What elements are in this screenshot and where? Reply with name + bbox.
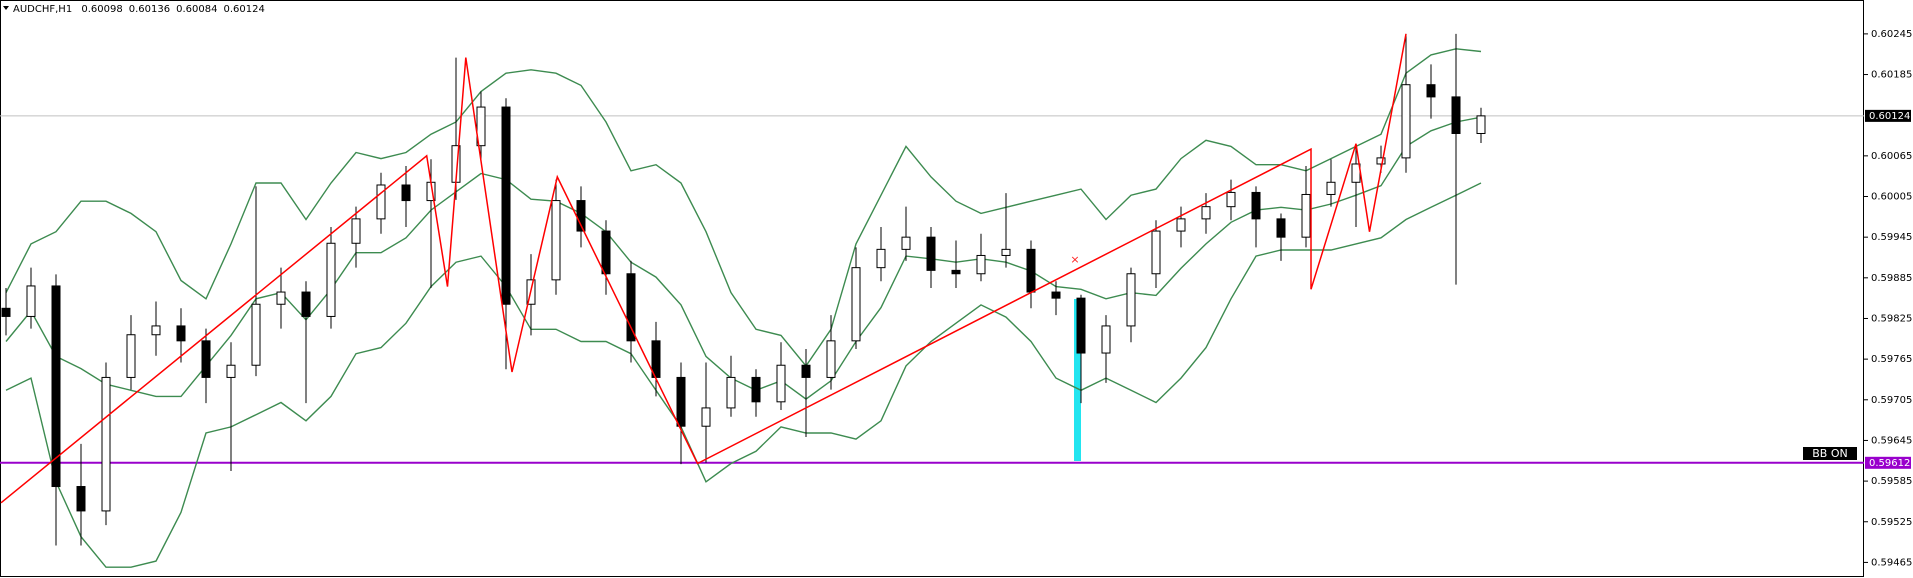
y-tick-label: 0.59585	[1871, 476, 1912, 487]
candle-body	[1476, 115, 1486, 134]
y-tick-label: 0.59705	[1871, 395, 1912, 406]
indicator-box	[1803, 447, 1857, 460]
candle-body	[151, 325, 161, 336]
candle-body	[126, 334, 136, 378]
level-label: 0.59612	[1869, 458, 1910, 469]
candle-body	[301, 291, 311, 317]
candle-body	[351, 218, 361, 244]
candle-body	[976, 254, 986, 275]
level-tag	[1865, 456, 1911, 469]
signal-bar	[1074, 299, 1081, 461]
candle-body	[926, 236, 936, 271]
y-tick-label: 0.59765	[1871, 354, 1912, 365]
candle-body	[251, 303, 261, 366]
candle-body	[1276, 218, 1286, 238]
candle-body	[101, 376, 111, 512]
y-tick-label: 0.60065	[1871, 151, 1912, 162]
candle-body	[201, 340, 211, 378]
candle-body	[276, 291, 286, 305]
collapse-icon	[3, 6, 9, 10]
symbol: AUDCHF,H1	[13, 4, 72, 15]
candle-body	[1201, 206, 1211, 220]
candle-body	[701, 407, 711, 427]
candle-body	[1301, 193, 1311, 238]
y-tick-label: 0.59525	[1871, 517, 1912, 528]
band-lower	[5, 182, 1482, 568]
candle-body	[826, 340, 836, 378]
y-tick-label: 0.59825	[1871, 313, 1912, 324]
candle-body	[1026, 248, 1036, 293]
candle-body	[626, 273, 636, 342]
candle-body	[1226, 191, 1236, 208]
candle-body	[901, 236, 911, 250]
zigzag	[0, 33, 1407, 504]
y-tick-label: 0.59945	[1871, 232, 1912, 243]
candle-body	[76, 486, 86, 512]
candle-body	[601, 230, 611, 275]
candle-body	[401, 184, 411, 202]
current-price-tag	[1865, 109, 1911, 122]
candle-body	[26, 285, 36, 317]
candle-body	[1001, 248, 1011, 256]
chart-header: AUDCHF,H1 0.60098 0.60136 0.60084 0.60124	[13, 4, 265, 15]
candle-body	[1326, 181, 1336, 195]
candle-body	[501, 106, 511, 305]
candle-body	[1126, 273, 1136, 327]
candle-body	[51, 285, 61, 488]
candle-body	[176, 325, 186, 342]
y-tick-label: 0.60245	[1871, 29, 1912, 40]
candle-body	[376, 184, 386, 220]
candle-body	[951, 269, 961, 275]
y-tick-label: 0.59885	[1871, 273, 1912, 284]
band-upper	[5, 48, 1482, 368]
candle-body	[1376, 157, 1386, 165]
candle-body	[1451, 96, 1461, 134]
candle-body	[1076, 297, 1086, 354]
candle-body	[1401, 84, 1411, 159]
candle-body	[1251, 191, 1261, 220]
candle-body	[476, 106, 486, 147]
header-value: 0.60084	[176, 4, 217, 15]
candle-body	[676, 376, 686, 427]
candle-body	[876, 248, 886, 269]
header-value: 0.60124	[223, 4, 264, 15]
indicator-label: BB ON	[1812, 447, 1847, 460]
candle-body	[851, 267, 861, 342]
candle-body	[751, 376, 761, 403]
candle-body	[801, 364, 811, 378]
signal-cross: ×	[1070, 253, 1079, 266]
candle-body	[326, 242, 336, 317]
candle-body	[1176, 218, 1186, 232]
candle-body	[1051, 291, 1061, 299]
y-tick-label: 0.59645	[1871, 435, 1912, 446]
candle-body	[551, 200, 561, 281]
current-price-label: 0.60124	[1869, 111, 1910, 122]
candle-body	[776, 364, 786, 403]
header-value: 0.60136	[129, 4, 170, 15]
header-value: 0.60098	[81, 4, 122, 15]
y-tick-label: 0.60005	[1871, 192, 1912, 203]
y-tick-label: 0.60185	[1871, 70, 1912, 81]
candle-body	[226, 364, 236, 378]
candle-body	[1101, 325, 1111, 354]
candle-body	[1426, 84, 1436, 98]
candle-body	[1151, 230, 1161, 275]
plot-frame	[0, 0, 1864, 577]
y-tick-label: 0.59465	[1871, 557, 1912, 568]
candle-body	[726, 376, 736, 409]
candle-body	[1, 307, 11, 317]
